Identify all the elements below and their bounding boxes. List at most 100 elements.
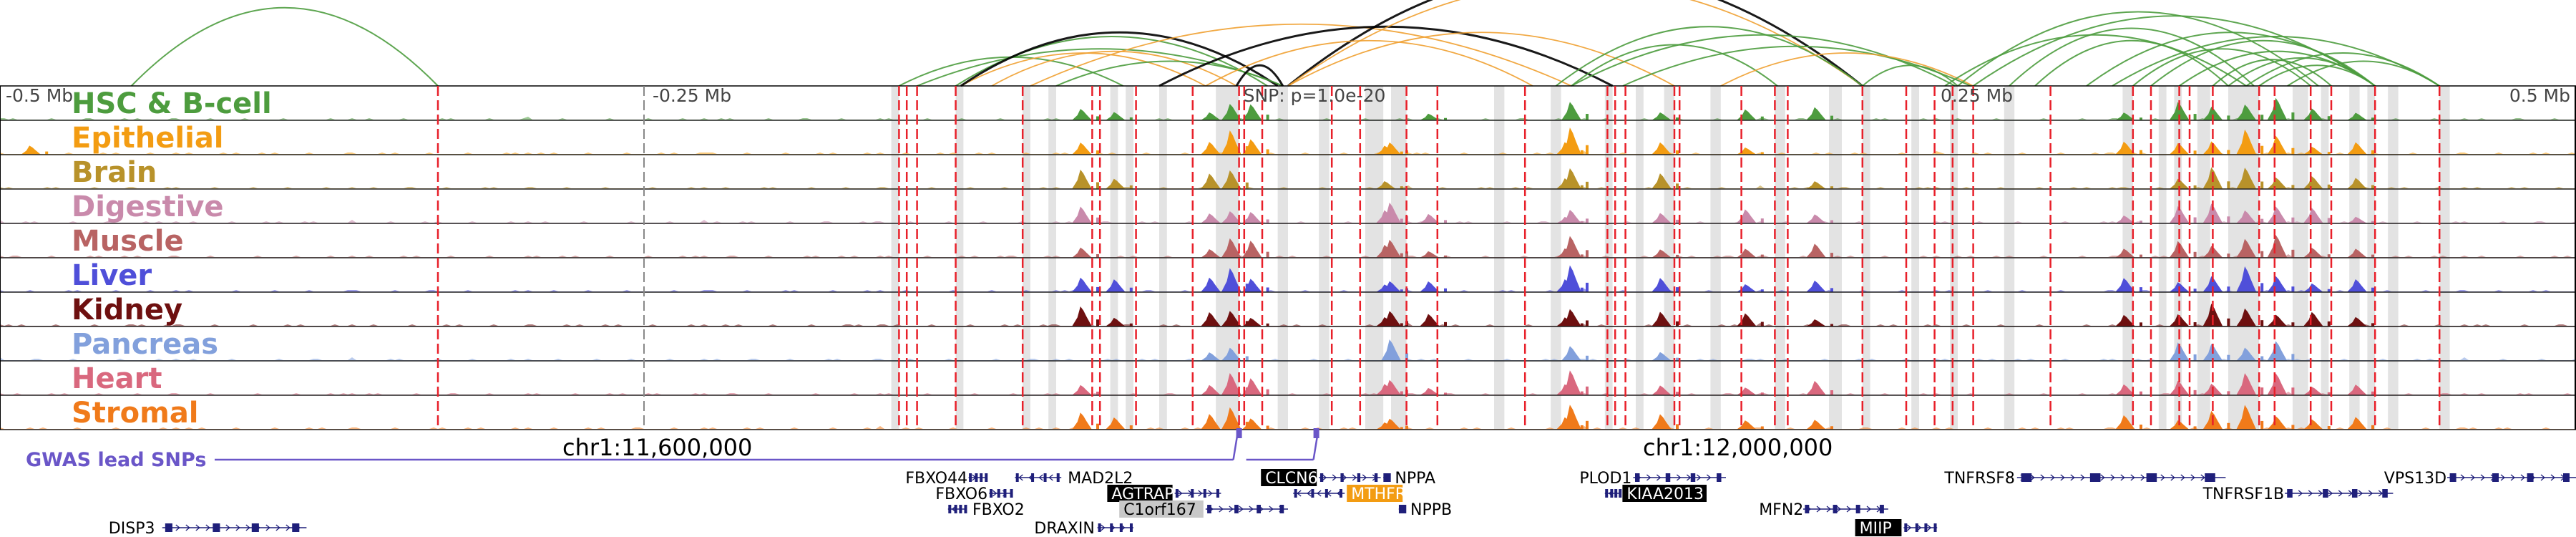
accessibility-peak — [2347, 384, 2367, 395]
gene-strand-arrow — [1208, 490, 1213, 497]
gene-exon — [1279, 505, 1284, 513]
accessibility-peak — [2327, 392, 2331, 395]
gene-exon — [2527, 473, 2534, 482]
accessibility-peak — [1096, 286, 1099, 292]
track-label-hsc-bcell: HSC & B-cell — [72, 87, 272, 120]
gwas-snp-marker — [1313, 428, 1319, 438]
accessibility-peak — [2291, 147, 2295, 155]
accessibility-peak — [1221, 347, 1241, 361]
loop-arc — [1862, 64, 1958, 87]
accessibility-peak — [2140, 117, 2142, 120]
accessibility-peak — [1129, 287, 1133, 292]
accessibility-peak — [1444, 220, 1447, 223]
accessibility-peak — [2140, 287, 2142, 292]
accessibility-peak — [2267, 135, 2288, 155]
accessibility-peak — [1201, 213, 1221, 223]
accessibility-peak — [1381, 202, 1401, 223]
gene-exon — [1665, 473, 1671, 482]
accessibility-peak — [2260, 251, 2264, 258]
gene-strand-arrow — [2200, 474, 2205, 481]
accessibility-peak — [1676, 357, 1679, 361]
loop-arc — [1555, 26, 1863, 87]
accessibility-peak — [1201, 112, 1221, 120]
accessibility-peak — [2236, 347, 2257, 361]
accessibility-peak — [1105, 317, 1126, 326]
gene-strand-arrow — [1866, 505, 1872, 513]
gene-exon — [1933, 523, 1937, 532]
accessibility-peak — [1105, 279, 1126, 292]
accessibility-peak — [2303, 311, 2323, 326]
gene-strand-arrow — [275, 524, 280, 531]
accessibility-peak — [1760, 426, 1764, 430]
accessibility-peak — [1072, 306, 1092, 326]
gene-strand-arrow — [1846, 505, 1852, 513]
gene-label: TNFRSF1B — [2202, 485, 2285, 503]
accessibility-peak — [2193, 289, 2197, 292]
accessibility-peak — [1105, 417, 1126, 430]
gene-exon — [1010, 489, 1013, 498]
gene-label: CLCN6 — [1265, 470, 1317, 488]
accessibility-peak — [2115, 314, 2135, 326]
accessibility-peak — [1806, 181, 1826, 189]
accessibility-peak — [1676, 424, 1679, 430]
accessibility-peak — [1830, 288, 1833, 292]
loop-arc — [1030, 23, 1572, 87]
accessibility-peak — [1241, 378, 1262, 395]
loop-arc — [2258, 64, 2376, 87]
gene-exon — [975, 473, 978, 482]
accessibility-peak — [1201, 414, 1221, 430]
ruler-tick-label: 0.5 Mb — [2509, 85, 2570, 106]
accessibility-peak — [1444, 288, 1447, 292]
gene-strand-arrow — [2500, 474, 2506, 481]
accessibility-peak — [2202, 276, 2223, 292]
accessibility-peak — [2169, 102, 2190, 120]
accessibility-peak — [1652, 385, 1672, 395]
gene-exon — [1387, 473, 1391, 482]
gene-exon — [954, 505, 957, 513]
accessibility-peak — [2267, 235, 2288, 258]
gene-strand-arrow — [286, 524, 291, 531]
loop-arc — [2132, 48, 2311, 87]
gene-strand-arrow — [2460, 474, 2466, 481]
accessibility-peak — [1580, 323, 1584, 326]
gene-strand-arrow — [2190, 474, 2195, 481]
accessibility-peak — [1676, 321, 1679, 326]
accessibility-peak — [2327, 426, 2331, 430]
gene-strand-arrow — [195, 524, 200, 531]
accessibility-peak — [2169, 205, 2190, 223]
accessibility-peak — [1736, 147, 1757, 155]
gene-strand-arrow — [1018, 474, 1023, 481]
accessibility-peak — [1586, 181, 1589, 189]
accessibility-peak — [1221, 268, 1241, 292]
accessibility-peak — [1072, 109, 1092, 120]
accessibility-peak — [1072, 206, 1092, 223]
accessibility-peak — [1400, 427, 1403, 430]
accessibility-peak — [1586, 250, 1589, 258]
loop-arc — [1944, 34, 2247, 87]
loop-arc — [2009, 27, 2255, 87]
chrom-position-label: chr1:12,000,000 — [1643, 434, 1833, 461]
accessibility-peak — [2347, 142, 2367, 155]
gene-label-highlight — [1107, 485, 1173, 502]
accessibility-peak — [2371, 425, 2374, 430]
accessibility-peak — [1405, 425, 1408, 430]
accessibility-peak — [1561, 168, 1581, 189]
accessibility-peak — [1201, 277, 1221, 292]
gene-exon — [1357, 473, 1361, 482]
loop-arc — [1287, 32, 1675, 87]
gene-exon — [964, 505, 967, 513]
gene-strand-arrow — [185, 524, 190, 531]
gene-label: FBXO6 — [935, 485, 987, 503]
accessibility-peak — [1760, 116, 1764, 120]
accessibility-peak — [2303, 208, 2323, 223]
gene-exon — [213, 523, 220, 532]
accessibility-peak — [1072, 247, 1092, 258]
accessibility-peak — [1381, 142, 1401, 155]
gene-exon — [2021, 473, 2032, 482]
gene-strand-arrow — [2080, 474, 2085, 481]
accessibility-peak — [2202, 203, 2223, 223]
accessibility-peak — [1736, 284, 1757, 292]
accessibility-peak — [1444, 255, 1447, 258]
accessibility-peak — [2347, 112, 2367, 120]
gene-exon — [990, 489, 993, 498]
